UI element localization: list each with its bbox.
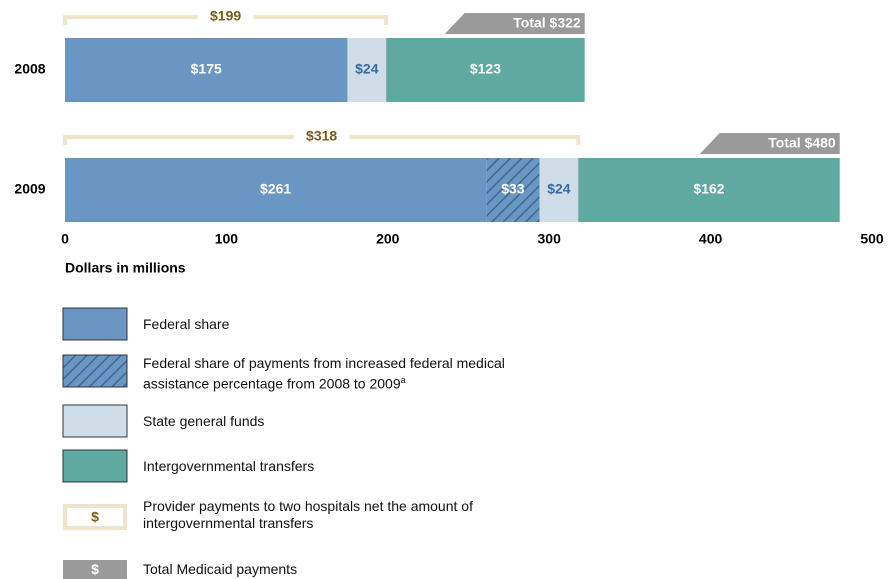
legend-swatch bbox=[62, 307, 128, 341]
bracket-label-bg bbox=[293, 128, 350, 146]
x-tick-label: 100 bbox=[215, 231, 239, 247]
bar-segment bbox=[65, 158, 487, 222]
legend-label: Total Medicaid payments bbox=[143, 561, 298, 577]
legend-label: Provider payments to two hospitals net t… bbox=[143, 498, 473, 531]
legend-swatch bbox=[62, 449, 128, 483]
bar-segment bbox=[539, 158, 579, 222]
bracket-label: $318 bbox=[306, 128, 337, 144]
legend-label: Federal share of payments from increased… bbox=[143, 355, 573, 393]
total-tag bbox=[444, 13, 585, 34]
value-label: $24 bbox=[355, 61, 379, 77]
category-label: 2008 bbox=[14, 61, 45, 77]
legend-symbol: $ bbox=[91, 561, 99, 577]
total-label: Total $322 bbox=[513, 15, 581, 31]
value-label: $175 bbox=[191, 61, 222, 77]
footnote-mark: a bbox=[400, 375, 406, 385]
legend-label: Federal share bbox=[143, 316, 573, 333]
total-tag bbox=[699, 133, 840, 154]
value-label: $162 bbox=[693, 181, 724, 197]
legend-text: Federal share of payments from increased… bbox=[143, 355, 505, 392]
legend-swatch bbox=[63, 560, 127, 579]
x-tick-label: 300 bbox=[538, 231, 562, 247]
value-label: $261 bbox=[260, 181, 291, 197]
legend-text: Federal share bbox=[143, 316, 230, 332]
legend-swatch bbox=[62, 404, 128, 438]
category-label: 2009 bbox=[14, 181, 45, 197]
bar-segment bbox=[486, 158, 540, 222]
legend-swatch bbox=[63, 504, 127, 530]
x-axis-label: Dollars in millions bbox=[65, 260, 186, 276]
legend-text: Intergovernmental transfers bbox=[143, 458, 315, 474]
legend-swatch bbox=[62, 354, 128, 388]
bracket-label: $199 bbox=[210, 8, 241, 24]
bar-segment bbox=[386, 38, 585, 102]
x-tick-label: 200 bbox=[376, 231, 400, 247]
x-tick-label: 0 bbox=[61, 231, 69, 247]
x-tick-label: 400 bbox=[699, 231, 723, 247]
bracket-label-bg bbox=[197, 8, 254, 26]
legend-text: State general funds bbox=[143, 413, 265, 429]
legend-symbol: $ bbox=[91, 509, 99, 525]
value-label: $33 bbox=[501, 181, 525, 197]
bar-segment bbox=[347, 38, 387, 102]
total-label: Total $480 bbox=[768, 135, 836, 151]
bar-segment bbox=[65, 38, 348, 102]
value-label: $123 bbox=[470, 61, 501, 77]
x-tick-label: 500 bbox=[860, 231, 884, 247]
legend-label: State general funds bbox=[143, 413, 573, 430]
value-label: $24 bbox=[547, 181, 571, 197]
bar-segment bbox=[578, 158, 840, 222]
legend-label: Intergovernmental transfers bbox=[143, 458, 573, 475]
